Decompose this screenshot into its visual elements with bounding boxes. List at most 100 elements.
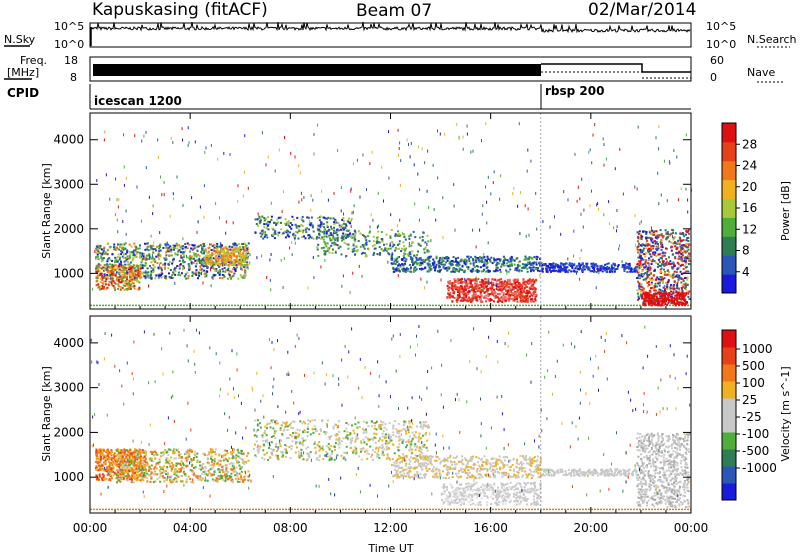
- echo: [205, 265, 208, 267]
- echo: [389, 247, 392, 250]
- echo: [117, 205, 119, 209]
- echo: [335, 231, 338, 234]
- echo: [525, 264, 528, 267]
- echo: [105, 287, 108, 290]
- nave-line: [541, 63, 691, 73]
- echo: [489, 282, 492, 284]
- echo: [685, 133, 687, 137]
- echo: [393, 260, 396, 263]
- echo: [578, 264, 581, 267]
- echo: [450, 270, 453, 273]
- echo: [524, 266, 527, 269]
- echo: [462, 295, 465, 298]
- echo: [578, 262, 581, 265]
- echo: [686, 237, 689, 240]
- echo: [167, 243, 170, 246]
- echo: [418, 264, 421, 267]
- echo: [226, 247, 228, 250]
- echo: [668, 271, 671, 274]
- echo: [215, 258, 218, 261]
- echo: [210, 256, 213, 259]
- echo: [621, 260, 623, 263]
- echo: [97, 250, 100, 253]
- echo: [637, 271, 640, 274]
- echo: [164, 262, 167, 265]
- echo: [212, 244, 215, 247]
- echo: [571, 263, 574, 266]
- echo: [394, 258, 397, 261]
- echo: [420, 277, 422, 281]
- echo: [243, 258, 246, 261]
- echo: [524, 300, 527, 303]
- echo: [97, 456, 100, 459]
- echo: [432, 163, 434, 167]
- echo: [154, 247, 157, 250]
- echo: [120, 271, 123, 274]
- echo: [613, 226, 615, 230]
- echo: [102, 277, 105, 280]
- echo: [118, 264, 120, 267]
- echo: [399, 218, 401, 222]
- echo: [174, 253, 177, 256]
- echo: [309, 223, 312, 226]
- echo: [232, 259, 235, 262]
- echo: [303, 235, 305, 238]
- echo: [445, 261, 448, 264]
- echo: [96, 277, 99, 279]
- echo: [570, 270, 573, 273]
- echo: [648, 263, 650, 267]
- echo: [120, 269, 123, 272]
- echo: [660, 245, 663, 248]
- echo: [672, 235, 673, 239]
- echo: [176, 265, 179, 267]
- echo: [126, 457, 129, 460]
- echo: [376, 241, 379, 244]
- echo: [181, 247, 184, 250]
- echo: [653, 286, 656, 289]
- echo: [228, 258, 231, 261]
- power-cbar-label: 24: [742, 159, 757, 173]
- echo: [519, 288, 522, 291]
- echo: [458, 263, 461, 266]
- echo: [186, 256, 189, 259]
- echo: [179, 263, 182, 266]
- echo: [350, 187, 352, 191]
- echo: [195, 269, 198, 272]
- echo: [186, 254, 187, 258]
- echo: [199, 244, 202, 247]
- echo: [283, 190, 284, 194]
- echo: [212, 267, 215, 270]
- echo: [621, 263, 624, 266]
- echo: [537, 269, 539, 272]
- echo: [339, 245, 342, 248]
- echo: [684, 284, 687, 287]
- echo: [661, 236, 664, 239]
- echo: [671, 262, 674, 265]
- echo: [121, 251, 124, 254]
- echo: [199, 272, 202, 275]
- echo: [310, 216, 313, 219]
- echo: [209, 262, 212, 265]
- echo: [147, 271, 150, 274]
- echo: [117, 287, 119, 290]
- echo: [116, 462, 119, 465]
- echo: [652, 251, 655, 254]
- echo: [261, 215, 264, 218]
- echo: [147, 277, 150, 279]
- echo: [579, 277, 581, 281]
- echo: [463, 270, 466, 273]
- echo: [660, 234, 663, 237]
- echo: [122, 284, 125, 287]
- echo: [205, 258, 208, 260]
- echo: [112, 265, 115, 268]
- echo: [655, 136, 657, 140]
- echo: [650, 254, 653, 257]
- echo: [670, 302, 673, 305]
- echo: [530, 256, 533, 259]
- echo: [114, 259, 117, 262]
- echo: [410, 142, 412, 145]
- echo: [461, 285, 463, 288]
- echo: [674, 294, 677, 297]
- echo: [474, 255, 477, 258]
- echo: [326, 249, 329, 252]
